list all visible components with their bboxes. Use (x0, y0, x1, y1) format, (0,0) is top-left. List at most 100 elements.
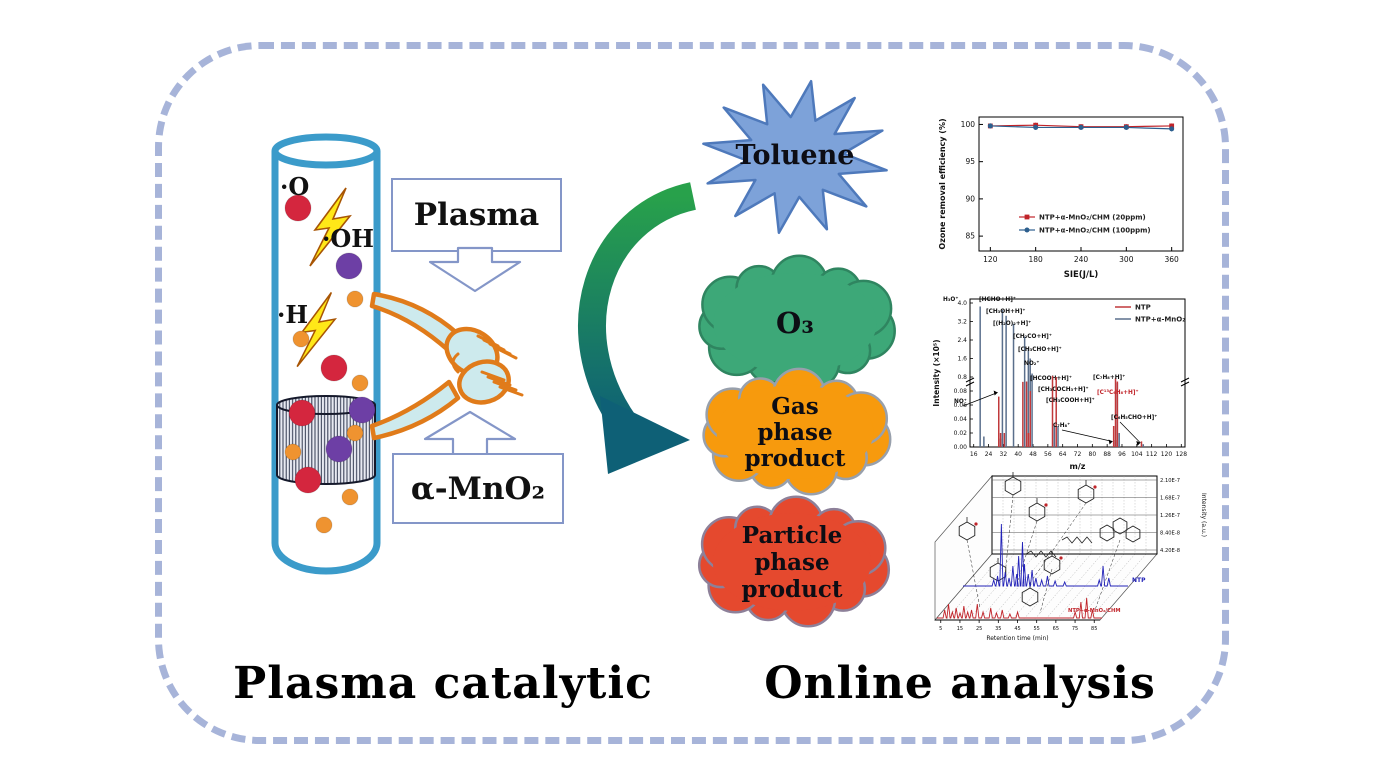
gas-phase-label: Gas phase product (715, 394, 875, 472)
svg-text:8.40E-8: 8.40E-8 (1160, 531, 1180, 537)
ozone-removal-chart: 120 180 240 300 360 85 90 95 100 SIE(J/L) Ozone re… (938, 116, 1184, 280)
svg-text:2.10E-7: 2.10E-7 (1160, 478, 1180, 484)
svg-text:24: 24 (985, 451, 993, 458)
plasma-box-label: Plasma (413, 197, 540, 233)
svg-text:80: 80 (1089, 451, 1097, 458)
svg-text:64: 64 (1059, 451, 1067, 458)
svg-text:1.68E-7: 1.68E-7 (1160, 496, 1180, 502)
svg-text:0.08: 0.08 (954, 388, 968, 395)
ozone-label: O₃ (776, 306, 814, 340)
particle-phase-line2: phase (754, 549, 830, 576)
svg-text:[C¹³C₆H₈+H]⁺: [C¹³C₆H₈+H]⁺ (1097, 389, 1139, 396)
svg-text:3.2: 3.2 (957, 319, 967, 326)
svg-text:2.4: 2.4 (957, 337, 967, 344)
radical-h-label: ·H (277, 300, 309, 329)
catalyst-box-label: α-MnO₂ (410, 470, 546, 507)
svg-text:NO⁺: NO⁺ (954, 398, 967, 405)
svg-text:120: 120 (983, 255, 998, 264)
svg-text:112: 112 (1146, 451, 1158, 458)
handshake-synergy-icon (369, 291, 524, 441)
svg-text:SIE(J/L): SIE(J/L) (1064, 270, 1099, 280)
gas-phase-line3: product (744, 445, 846, 472)
radical-oh-label: ·OH (322, 224, 374, 253)
svg-text:128: 128 (1176, 451, 1188, 458)
svg-text:[HCHO+H]⁺: [HCHO+H]⁺ (979, 296, 1016, 303)
particle-phase-label: Particle phase product (712, 522, 872, 603)
products-shapes (697, 79, 896, 628)
svg-text:360: 360 (1165, 255, 1180, 264)
svg-text:1.6: 1.6 (957, 356, 967, 363)
left-caption: Plasma catalytic (233, 658, 653, 709)
svg-text:0.00: 0.00 (954, 444, 968, 451)
svg-text:[C₆H₅CHO+H]⁺: [C₆H₅CHO+H]⁺ (1111, 414, 1157, 421)
svg-text:Intensity (×10⁵): Intensity (×10⁵) (932, 339, 941, 406)
svg-text:0.8: 0.8 (957, 374, 967, 381)
chart1-legend: NTP+α-MnO₂/CHM (20ppm) NTP+α-MnO₂/CHM (10… (1019, 214, 1151, 235)
svg-text:4.0: 4.0 (957, 300, 967, 307)
svg-text:48: 48 (1029, 451, 1037, 458)
radical-o-label: ·O (280, 172, 310, 201)
3d-chromatogram-chart: 2.10E-7 1.68E-7 1.26E-7 8.40E-8 4.20E-8 Inten… (934, 472, 1207, 642)
gas-phase-line2: phase (757, 419, 833, 446)
svg-text:180: 180 (1029, 255, 1044, 264)
chart2-legend: NTP NTP+α-MnO₂ (1115, 304, 1185, 324)
svg-text:104: 104 (1131, 451, 1143, 458)
svg-text:NTP: NTP (1132, 577, 1146, 584)
svg-text:m/z: m/z (1070, 462, 1086, 471)
svg-text:NTP: NTP (1135, 304, 1151, 312)
plasma-box: Plasma (391, 178, 562, 252)
plasma-reactor-tube (271, 133, 381, 575)
svg-text:16: 16 (970, 451, 978, 458)
svg-text:96: 96 (1118, 451, 1126, 458)
svg-text:5: 5 (939, 626, 942, 632)
svg-text:35: 35 (995, 626, 1001, 632)
mass-spectrum-chart: 16 24 32 40 48 56 64 72 80 88 96 104 112 120 128 0.00 0.… (932, 296, 1190, 471)
toluene-label: Toluene (735, 140, 855, 171)
svg-text:[CH₃COCH₃+H]⁺: [CH₃COCH₃+H]⁺ (1038, 386, 1089, 393)
process-curved-arrow (578, 182, 697, 474)
svg-text:55: 55 (1033, 626, 1039, 632)
svg-text:[CH₃OH+H]⁺: [CH₃OH+H]⁺ (986, 308, 1026, 315)
svg-text:C₇H₈⁺: C₇H₈⁺ (1053, 422, 1070, 429)
svg-text:32: 32 (1000, 451, 1008, 458)
svg-text:56: 56 (1044, 451, 1052, 458)
svg-text:Ozone removal efficiency (%): Ozone removal efficiency (%) (938, 118, 947, 249)
svg-text:25: 25 (976, 626, 982, 632)
catalyst-up-arrow (423, 410, 517, 457)
svg-text:NTP+α-MnO₂/CHM (20ppm): NTP+α-MnO₂/CHM (20ppm) (1039, 214, 1146, 222)
svg-text:NTP+α-MnO₂: NTP+α-MnO₂ (1135, 316, 1185, 324)
svg-text:45: 45 (1014, 626, 1020, 632)
svg-text:[(H₂O)₂+H]⁺: [(H₂O)₂+H]⁺ (993, 320, 1031, 327)
plasma-down-arrow (428, 246, 522, 293)
svg-text:NTP+α-MnO₂/CHM (100ppm): NTP+α-MnO₂/CHM (100ppm) (1039, 227, 1151, 235)
svg-text:[C₇H₈+H]⁺: [C₇H₈+H]⁺ (1093, 374, 1125, 381)
svg-text:Retention time (min): Retention time (min) (986, 635, 1048, 642)
svg-text:100: 100 (961, 120, 976, 129)
svg-text:300: 300 (1119, 255, 1134, 264)
svg-text:95: 95 (965, 157, 975, 166)
svg-text:0.06: 0.06 (954, 402, 968, 409)
svg-text:NTP+α-MnO₂/CHM: NTP+α-MnO₂/CHM (1068, 608, 1121, 614)
svg-text:75: 75 (1072, 626, 1078, 632)
svg-text:0.04: 0.04 (954, 416, 968, 423)
svg-text:72: 72 (1074, 451, 1082, 458)
right-caption: Online analysis (764, 658, 1156, 709)
svg-text:85: 85 (965, 232, 975, 241)
svg-text:88: 88 (1103, 451, 1111, 458)
svg-text:15: 15 (957, 626, 963, 632)
svg-text:120: 120 (1161, 451, 1173, 458)
svg-text:[CH₃CHO+H]⁺: [CH₃CHO+H]⁺ (1018, 346, 1062, 353)
particle-phase-line3: product (741, 576, 843, 603)
catalyst-box: α-MnO₂ (392, 453, 564, 524)
svg-text:65: 65 (1053, 626, 1059, 632)
svg-text:Intensity (a.u.): Intensity (a.u.) (1200, 493, 1207, 537)
svg-text:85: 85 (1091, 626, 1097, 632)
svg-text:240: 240 (1074, 255, 1089, 264)
gas-phase-line1: Gas (771, 393, 819, 420)
svg-text:0.02: 0.02 (954, 430, 968, 437)
svg-text:1.26E-7: 1.26E-7 (1160, 513, 1180, 519)
dashed-border (155, 42, 1229, 744)
svg-text:[CH₂CO+H]⁺: [CH₂CO+H]⁺ (1013, 333, 1052, 340)
svg-text:H₃O⁺: H₃O⁺ (943, 296, 958, 303)
